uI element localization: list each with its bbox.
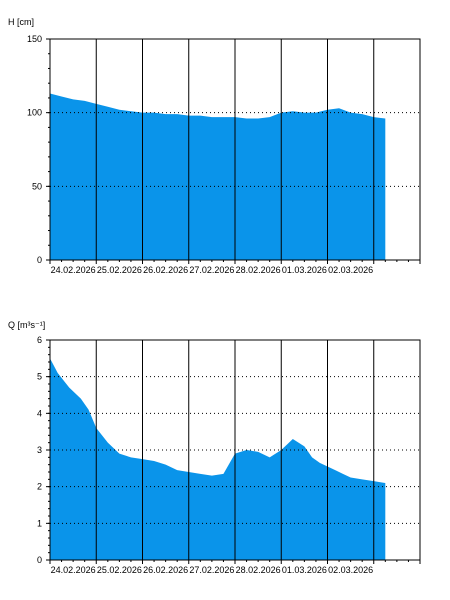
y-axis-water-level: 0 50 100 150 — [27, 34, 50, 265]
ylabel-discharge: Q [m³s⁻¹] — [8, 320, 45, 330]
x-tick-label: 27.02.2026 — [189, 265, 234, 275]
y-tick-label: 5 — [37, 372, 42, 382]
grid-discharge — [50, 340, 420, 560]
chart-discharge: Q [m³s⁻¹] 0 1 2 3 4 5 6 24.02.2026 25.02.2026 26… — [8, 320, 421, 575]
y-axis-discharge: 0 1 2 3 4 5 6 — [37, 335, 50, 565]
y-tick-label: 2 — [37, 482, 42, 492]
grid-water-level — [50, 39, 420, 260]
area-water-level — [50, 93, 386, 260]
x-tick-label: 01.03.2026 — [282, 265, 327, 275]
x-axis-discharge: 24.02.2026 25.02.2026 26.02.2026 27.02.2026… — [49, 560, 421, 575]
x-tick-label: 24.02.2026 — [51, 265, 96, 275]
x-tick-label: 02.03.2026 — [328, 265, 373, 275]
chart-water-level: H [cm] 0 50 100 150 24.02.2026 25.02.2026 26.… — [8, 17, 421, 275]
area-discharge — [50, 358, 386, 560]
x-tick-label: 25.02.2026 — [97, 565, 142, 575]
x-tick-label: 28.02.2026 — [236, 265, 281, 275]
y-tick-label: 150 — [27, 34, 42, 44]
y-tick-label: 3 — [37, 445, 42, 455]
x-tick-label: 26.02.2026 — [143, 265, 188, 275]
x-axis-water-level: 24.02.2026 25.02.2026 26.02.2026 27.02.2026… — [49, 260, 421, 275]
x-tick-label: 26.02.2026 — [143, 565, 188, 575]
x-tick-label: 02.03.2026 — [328, 565, 373, 575]
y-tick-label: 100 — [27, 108, 42, 118]
x-tick-label: 01.03.2026 — [282, 565, 327, 575]
x-tick-label: 25.02.2026 — [97, 265, 142, 275]
x-tick-label: 27.02.2026 — [189, 565, 234, 575]
x-tick-label: 24.02.2026 — [51, 565, 96, 575]
y-tick-label: 0 — [37, 555, 42, 565]
y-tick-label: 1 — [37, 518, 42, 528]
x-tick-label: 28.02.2026 — [236, 565, 281, 575]
y-tick-label: 6 — [37, 335, 42, 345]
y-tick-label: 50 — [32, 181, 42, 191]
ylabel-water-level: H [cm] — [8, 17, 34, 27]
y-tick-label: 0 — [37, 255, 42, 265]
y-tick-label: 4 — [37, 408, 42, 418]
